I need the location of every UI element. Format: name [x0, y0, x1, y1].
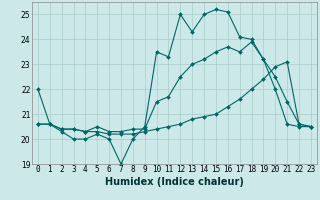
X-axis label: Humidex (Indice chaleur): Humidex (Indice chaleur): [105, 177, 244, 187]
